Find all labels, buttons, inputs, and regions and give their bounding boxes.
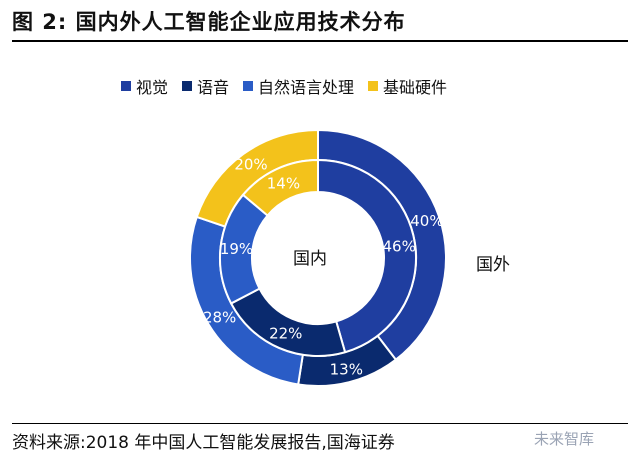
legend-item-speech: 语音 <box>182 74 229 98</box>
chart-legend: 视觉 语音 自然语言处理 基础硬件 <box>121 74 447 98</box>
legend-label: 自然语言处理 <box>258 78 355 97</box>
source-rule <box>12 423 628 424</box>
legend-item-hardware: 基础硬件 <box>368 74 447 98</box>
legend-label: 视觉 <box>136 78 169 97</box>
inner-slice-label-hardware: 14% <box>267 175 300 193</box>
legend-label: 基础硬件 <box>383 78 448 97</box>
legend-swatch <box>121 81 131 91</box>
inner-slice-label-vision: 46% <box>383 238 416 256</box>
legend-label: 语音 <box>197 78 230 97</box>
figure-title: 图 2: 国内外人工智能企业应用技术分布 <box>12 10 406 34</box>
inner-ring-name: 国内 <box>293 249 327 269</box>
legend-item-vision: 视觉 <box>121 74 168 98</box>
inner-slice-vision <box>317 158 417 354</box>
inner-slice-label-speech: 22% <box>269 324 302 342</box>
legend-swatch <box>182 81 193 91</box>
source-note: 资料来源:2018 年中国人工智能发展报告,国海证券 <box>12 433 395 453</box>
inner-slice-hardware <box>241 158 319 217</box>
legend-item-nlp: 自然语言处理 <box>243 74 354 98</box>
watermark: 未来智库 <box>534 430 595 448</box>
outer-slice-label-hardware: 20% <box>234 156 267 174</box>
inner-slice-label-nlp: 19% <box>220 240 253 258</box>
legend-swatch <box>243 81 254 91</box>
outer-slice-label-nlp: 28% <box>203 309 236 327</box>
legend-swatch <box>368 81 379 91</box>
outer-slice-label-speech: 13% <box>330 360 363 378</box>
outer-ring-name: 国外 <box>476 255 510 275</box>
title-rule <box>12 40 628 42</box>
outer-slice-label-vision: 40% <box>410 212 443 230</box>
